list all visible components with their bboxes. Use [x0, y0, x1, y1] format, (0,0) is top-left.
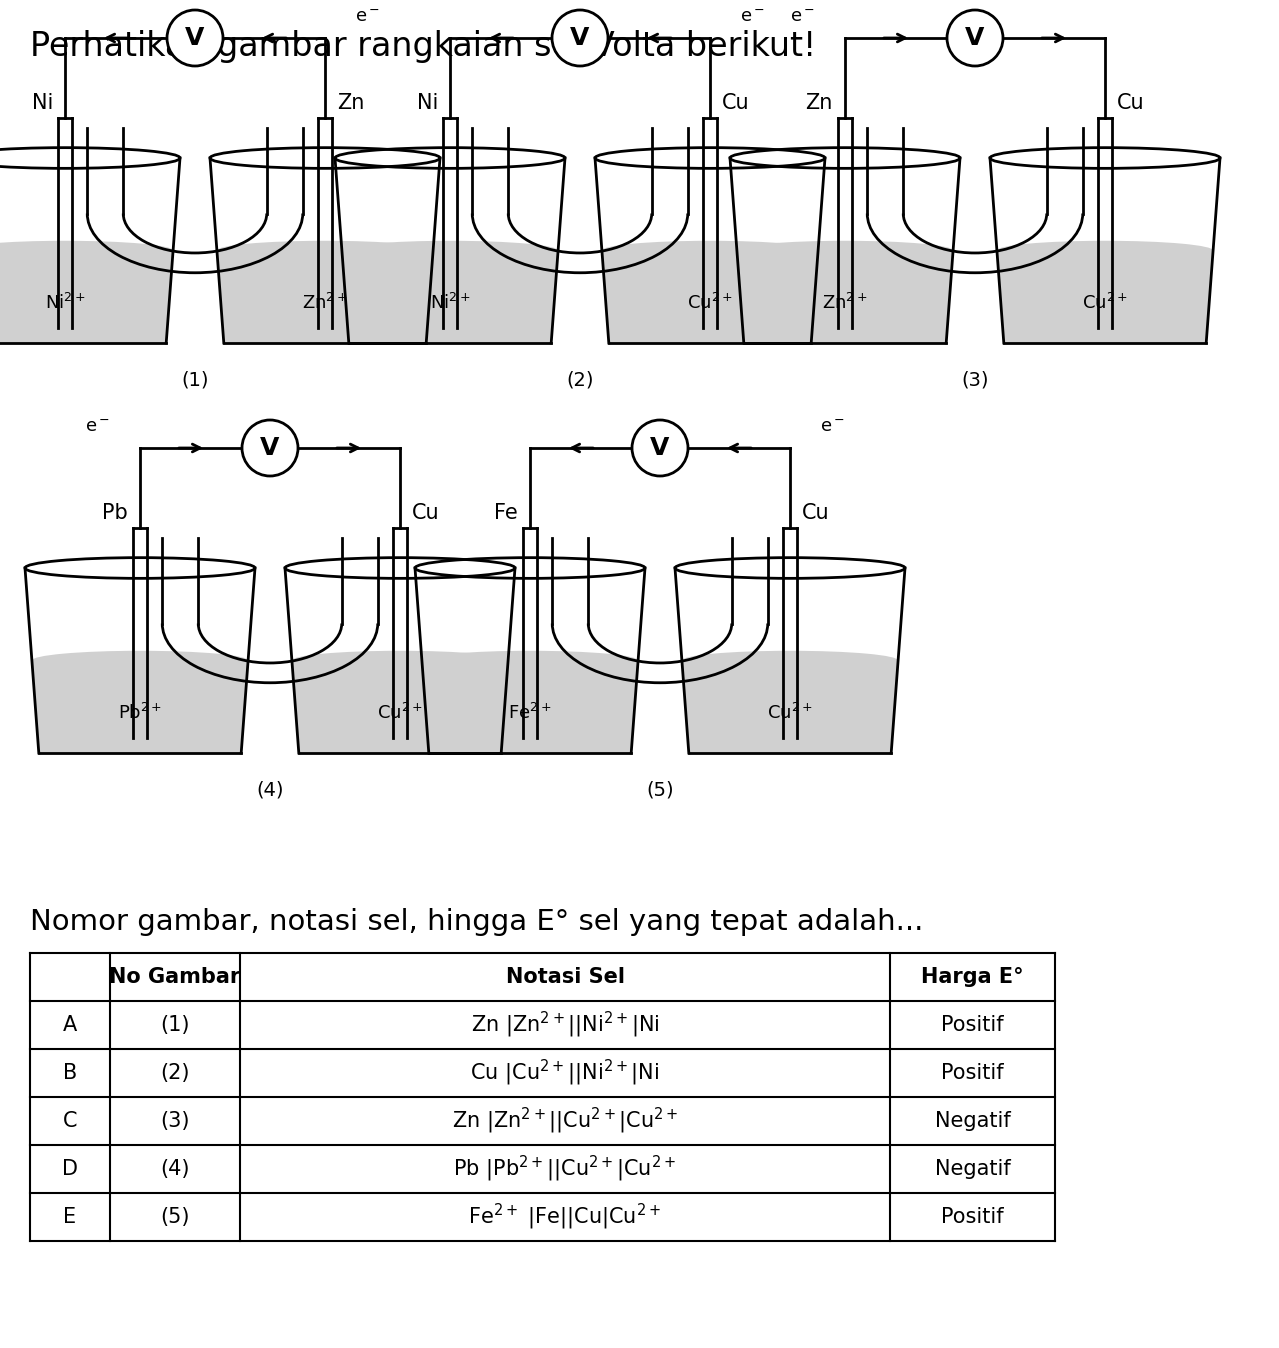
Text: (1): (1) — [182, 371, 208, 390]
Text: Pb |Pb$^{2+}$||Cu$^{2+}$|Cu$^{2+}$: Pb |Pb$^{2+}$||Cu$^{2+}$|Cu$^{2+}$ — [454, 1154, 677, 1184]
Text: Cu$^{2+}$: Cu$^{2+}$ — [1082, 293, 1128, 313]
Circle shape — [242, 421, 298, 476]
Text: Zn$^{2+}$: Zn$^{2+}$ — [302, 293, 348, 313]
Text: Ni: Ni — [32, 93, 52, 113]
Text: E: E — [64, 1206, 77, 1227]
Text: Cu: Cu — [802, 503, 830, 523]
Text: Positif: Positif — [941, 1015, 1004, 1035]
Text: Cu: Cu — [1117, 93, 1145, 113]
Polygon shape — [32, 661, 248, 754]
Text: Fe: Fe — [494, 503, 518, 523]
Text: e$^-$: e$^-$ — [790, 8, 815, 26]
Text: V: V — [966, 26, 985, 50]
Text: B: B — [63, 1064, 77, 1082]
Ellipse shape — [737, 241, 953, 260]
Text: e$^-$: e$^-$ — [356, 8, 380, 26]
Polygon shape — [737, 251, 953, 342]
Text: e$^-$: e$^-$ — [84, 418, 110, 435]
Text: (3): (3) — [962, 371, 989, 390]
Text: Fe$^{2+}$: Fe$^{2+}$ — [508, 702, 551, 723]
Text: Fe$^{2+}$ |Fe||Cu|Cu$^{2+}$: Fe$^{2+}$ |Fe||Cu|Cu$^{2+}$ — [468, 1202, 661, 1232]
Text: No Gambar: No Gambar — [110, 967, 240, 987]
Text: e$^-$: e$^-$ — [741, 8, 765, 26]
Ellipse shape — [32, 651, 248, 670]
Text: Cu: Cu — [412, 503, 440, 523]
Text: Negatif: Negatif — [935, 1111, 1010, 1131]
Text: V: V — [570, 26, 590, 50]
Circle shape — [168, 9, 223, 66]
Text: Ni$^{2+}$: Ni$^{2+}$ — [430, 293, 471, 313]
Text: Cu |Cu$^{2+}$||Ni$^{2+}$|Ni: Cu |Cu$^{2+}$||Ni$^{2+}$|Ni — [471, 1058, 660, 1088]
Text: (2): (2) — [160, 1064, 189, 1082]
Text: Perhatikan gambar rangkaian sel Volta berikut!: Perhatikan gambar rangkaian sel Volta be… — [29, 30, 816, 63]
Text: Positif: Positif — [941, 1206, 1004, 1227]
Polygon shape — [217, 251, 434, 342]
Text: V: V — [261, 435, 280, 460]
Text: V: V — [650, 435, 670, 460]
Polygon shape — [422, 661, 638, 754]
Text: Nomor gambar, notasi sel, hingga E° sel yang tepat adalah...: Nomor gambar, notasi sel, hingga E° sel … — [29, 909, 923, 936]
Circle shape — [553, 9, 608, 66]
Polygon shape — [292, 661, 508, 754]
Text: Notasi Sel: Notasi Sel — [505, 967, 624, 987]
Text: A: A — [63, 1015, 77, 1035]
Text: Harga E°: Harga E° — [921, 967, 1023, 987]
Text: Positif: Positif — [941, 1064, 1004, 1082]
Text: Negatif: Negatif — [935, 1159, 1010, 1180]
Text: e$^-$: e$^-$ — [820, 418, 845, 435]
Text: Zn |Zn$^{2+}$||Ni$^{2+}$|Ni: Zn |Zn$^{2+}$||Ni$^{2+}$|Ni — [471, 1010, 660, 1041]
Text: (4): (4) — [160, 1159, 189, 1180]
Text: (2): (2) — [567, 371, 593, 390]
Text: Zn: Zn — [806, 93, 833, 113]
Polygon shape — [682, 661, 898, 754]
Text: Cu$^{2+}$: Cu$^{2+}$ — [687, 293, 733, 313]
Polygon shape — [996, 251, 1212, 342]
Circle shape — [632, 421, 688, 476]
Text: D: D — [61, 1159, 78, 1180]
Text: Cu$^{2+}$: Cu$^{2+}$ — [377, 702, 423, 723]
Text: Cu: Cu — [723, 93, 749, 113]
Text: Ni$^{2+}$: Ni$^{2+}$ — [45, 293, 86, 313]
Circle shape — [946, 9, 1003, 66]
Ellipse shape — [602, 241, 819, 260]
Text: C: C — [63, 1111, 77, 1131]
Text: (5): (5) — [646, 780, 674, 799]
Ellipse shape — [292, 651, 508, 670]
Polygon shape — [602, 251, 819, 342]
Ellipse shape — [0, 241, 173, 260]
Ellipse shape — [341, 241, 558, 260]
Polygon shape — [0, 251, 173, 342]
Text: (1): (1) — [160, 1015, 189, 1035]
Text: Pb$^{2+}$: Pb$^{2+}$ — [118, 702, 162, 723]
Text: Zn$^{2+}$: Zn$^{2+}$ — [822, 293, 868, 313]
Text: Cu$^{2+}$: Cu$^{2+}$ — [767, 702, 813, 723]
Text: (3): (3) — [160, 1111, 189, 1131]
Ellipse shape — [217, 241, 434, 260]
Ellipse shape — [422, 651, 638, 670]
Ellipse shape — [996, 241, 1212, 260]
Polygon shape — [341, 251, 558, 342]
Text: Zn: Zn — [336, 93, 365, 113]
Text: V: V — [185, 26, 205, 50]
Text: (4): (4) — [256, 780, 284, 799]
Text: (5): (5) — [160, 1206, 189, 1227]
Text: Pb: Pb — [102, 503, 128, 523]
Ellipse shape — [682, 651, 898, 670]
Text: Ni: Ni — [417, 93, 437, 113]
Text: Zn |Zn$^{2+}$||Cu$^{2+}$|Cu$^{2+}$: Zn |Zn$^{2+}$||Cu$^{2+}$|Cu$^{2+}$ — [451, 1105, 678, 1136]
